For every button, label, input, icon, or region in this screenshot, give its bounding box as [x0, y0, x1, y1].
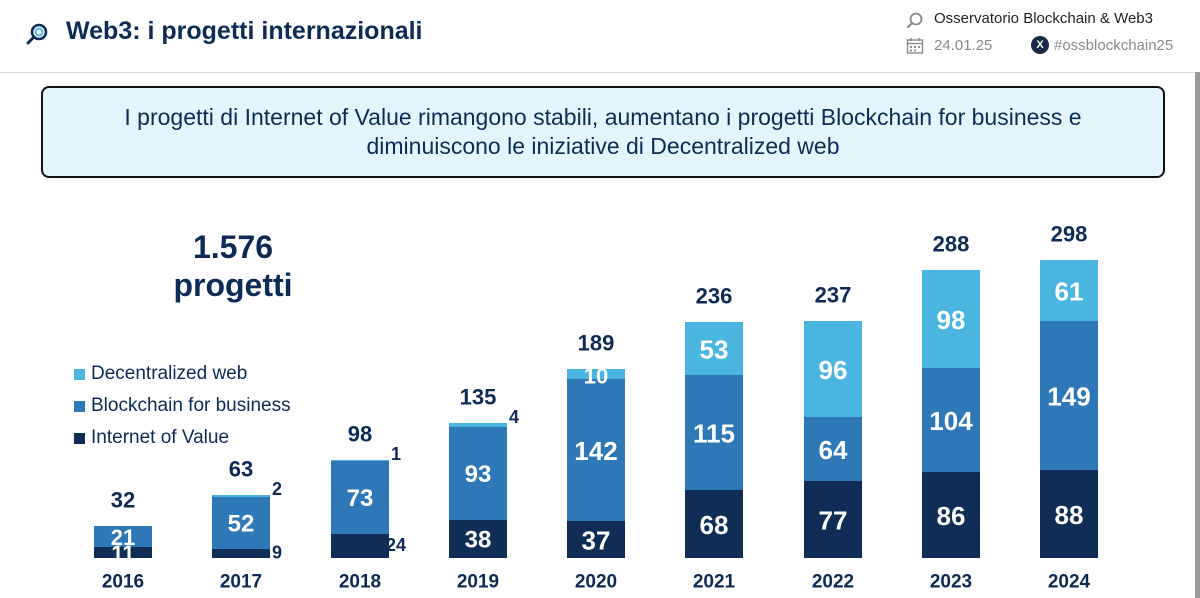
data-label-internet-of-value-2021: 68: [700, 510, 729, 540]
total-label-2023: 288: [933, 232, 970, 257]
slide-edge: [1195, 72, 1200, 598]
x-tick-2021: 2021: [693, 572, 736, 593]
x-tick-2016: 2016: [102, 572, 144, 593]
data-label-blockchain-for-business-2023: 104: [929, 406, 973, 436]
chart-legend: Decentralized web Blockchain for busines…: [74, 358, 291, 454]
calendar-icon: [906, 38, 924, 54]
bar-segment-decentralized-web-2023: [922, 270, 980, 368]
bar-segment-blockchain-for-business-2017: [212, 497, 270, 549]
x-logo-icon: X: [1031, 36, 1049, 54]
bar-segment-blockchain-for-business-2016: [94, 526, 152, 547]
bar-segment-blockchain-for-business-2023: [922, 368, 980, 472]
data-label-decentralized-web-2024: 61: [1055, 277, 1084, 307]
bar-segment-decentralized-web-2020: [567, 369, 625, 379]
bar-segment-decentralized-web-2017: [212, 495, 270, 497]
bar-segment-internet-of-value-2016: [94, 547, 152, 558]
bar-segment-blockchain-for-business-2022: [804, 417, 862, 481]
data-label-decentralized-web-2020: 10: [584, 364, 608, 389]
legend-item-blockchain-for-business: Blockchain for business: [74, 390, 291, 422]
data-label-decentralized-web-2021: 53: [700, 335, 729, 365]
callout-text: I progetti di Internet of Value rimangon…: [124, 104, 1082, 159]
x-tick-2018: 2018: [339, 572, 381, 593]
total-label-2016: 32: [111, 488, 135, 513]
bar-segment-decentralized-web-2021: [685, 322, 743, 375]
data-label-decentralized-web-2022: 96: [819, 355, 848, 385]
bar-segment-internet-of-value-2018: [331, 534, 389, 558]
search-logo-icon: [26, 23, 48, 45]
total-label: progetti: [173, 267, 293, 303]
total-number: 1.576: [192, 229, 274, 265]
data-label-internet-of-value-2024: 88: [1055, 500, 1084, 530]
data-label-decentralized-web-2023: 98: [937, 305, 966, 335]
total-label-2024: 298: [1051, 222, 1088, 247]
total-label-2018: 98: [348, 422, 372, 447]
data-label-blockchain-for-business-2018: 73: [347, 485, 374, 512]
x-tick-2022: 2022: [812, 572, 854, 593]
callout-box: I progetti di Internet of Value rimangon…: [41, 86, 1165, 178]
total-label-2020: 189: [578, 331, 615, 356]
legend-item-internet-of-value: Internet of Value: [74, 422, 291, 454]
data-label-decentralized-web-2019: 4: [509, 407, 519, 427]
x-tick-2023: 2023: [930, 572, 972, 593]
data-label-internet-of-value-2019: 38: [465, 527, 492, 554]
bar-segment-decentralized-web-2019: [449, 423, 507, 427]
total-label-2017: 63: [229, 457, 253, 482]
data-label-internet-of-value-2018: 24: [386, 535, 406, 555]
data-label-blockchain-for-business-2016: 21: [111, 525, 135, 550]
x-tick-2020: 2020: [575, 572, 617, 593]
bar-segment-blockchain-for-business-2021: [685, 375, 743, 490]
x-tick-2024: 2024: [1048, 572, 1091, 593]
data-label-internet-of-value-2016: 11: [111, 541, 134, 566]
bar-segment-internet-of-value-2022: [804, 481, 862, 558]
data-label-internet-of-value-2017: 9: [272, 543, 282, 563]
legend-item-decentralized-web: Decentralized web: [74, 358, 291, 390]
bar-segment-blockchain-for-business-2024: [1040, 321, 1098, 470]
data-label-internet-of-value-2020: 37: [582, 526, 611, 556]
bar-segment-internet-of-value-2019: [449, 520, 507, 558]
x-tick-2019: 2019: [457, 572, 499, 593]
x-tick-2017: 2017: [220, 572, 262, 593]
bar-segment-decentralized-web-2024: [1040, 260, 1098, 321]
total-label-2022: 237: [815, 283, 852, 308]
bar-segment-internet-of-value-2021: [685, 490, 743, 558]
total-label-2019: 135: [460, 385, 497, 410]
total-label-2021: 236: [696, 284, 733, 309]
date-label: 24.01.25: [934, 37, 993, 54]
data-label-blockchain-for-business-2024: 149: [1047, 382, 1090, 412]
data-label-blockchain-for-business-2019: 93: [465, 461, 492, 488]
total-projects: 1.576 progetti: [150, 228, 316, 304]
bar-segment-internet-of-value-2023: [922, 472, 980, 558]
bar-segment-blockchain-for-business-2019: [449, 427, 507, 520]
legend-label: Decentralized web: [91, 363, 248, 384]
legend-label: Blockchain for business: [91, 395, 291, 416]
legend-swatch-internet-of-value: [74, 432, 85, 444]
data-label-blockchain-for-business-2020: 142: [574, 436, 617, 466]
data-label-internet-of-value-2022: 77: [819, 506, 848, 536]
page-title: Web3: i progetti internazionali: [66, 17, 423, 45]
data-label-internet-of-value-2023: 86: [937, 501, 966, 531]
data-label-blockchain-for-business-2021: 115: [693, 419, 735, 449]
bar-segment-blockchain-for-business-2020: [567, 379, 625, 521]
bar-segment-decentralized-web-2018: [331, 460, 389, 461]
bar-segment-internet-of-value-2024: [1040, 470, 1098, 558]
data-label-blockchain-for-business-2022: 64: [819, 435, 848, 465]
bar-segment-decentralized-web-2022: [804, 321, 862, 417]
legend-swatch-decentralized-web: [74, 368, 85, 380]
data-label-decentralized-web-2018: 1: [391, 444, 401, 464]
org-name: Osservatorio Blockchain & Web3: [934, 10, 1153, 27]
bar-segment-internet-of-value-2020: [567, 521, 625, 558]
legend-swatch-blockchain-for-business: [74, 400, 85, 412]
data-label-blockchain-for-business-2017: 52: [228, 511, 255, 538]
bar-segment-internet-of-value-2017: [212, 549, 270, 558]
hashtag-label: #ossblockchain25: [1054, 37, 1174, 54]
bar-segment-blockchain-for-business-2018: [331, 461, 389, 534]
org-logo-icon: [907, 12, 923, 28]
header: Web3: i progetti internazionali Osservat…: [0, 0, 1200, 73]
legend-label: Internet of Value: [91, 427, 230, 448]
data-label-decentralized-web-2017: 2: [272, 479, 282, 499]
